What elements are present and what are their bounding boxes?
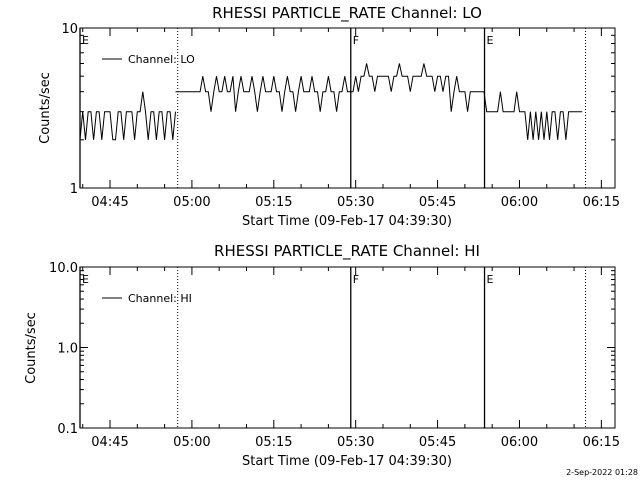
- hi-x-tick-label-2: 05:15: [255, 435, 292, 450]
- lo-legend-label: Channel: LO: [128, 53, 195, 66]
- hi-marker-label-2: F: [353, 273, 359, 286]
- hi-x-axis-label: Start Time (09-Feb-17 04:39:30): [242, 454, 452, 469]
- lo-series: [79, 63, 583, 141]
- lo-x-tick-label-1: 05:00: [173, 195, 210, 210]
- lo-x-tick-label-2: 05:15: [255, 195, 292, 210]
- hi-x-ticks: 04:45 05:00 05:15 05:30 05:45 06:00 06:15: [82, 267, 620, 450]
- hi-y-tick-label-1: 1.0: [57, 342, 78, 357]
- lo-y-tick-label-0: 1: [70, 182, 78, 197]
- hi-x-tick-label-0: 04:45: [91, 435, 128, 450]
- lo-x-tick-label-3: 05:30: [337, 195, 374, 210]
- footer-timestamp: 2-Sep-2022 01:28: [566, 468, 638, 477]
- hi-x-tick-label-4: 05:45: [419, 435, 456, 450]
- lo-y-axis-label: Counts/sec: [38, 72, 53, 144]
- lo-x-axis-label: Start Time (09-Feb-17 04:39:30): [242, 214, 452, 229]
- hi-y-tick-label-0: 0.1: [57, 422, 78, 437]
- lo-x-tick-label-6: 06:15: [583, 195, 620, 210]
- lo-channel-panel: RHESSI PARTICLE_RATE Channel: LO E F E 1 10…: [38, 4, 620, 229]
- lo-x-tick-label-5: 06:00: [501, 195, 538, 210]
- lo-y-ticks: 1 10: [61, 22, 615, 197]
- hi-y-tick-label-2: 10.0: [49, 261, 78, 276]
- hi-marker-label-3: E: [487, 273, 494, 286]
- lo-marker-label-3: E: [487, 34, 494, 47]
- lo-chart-title: RHESSI PARTICLE_RATE Channel: LO: [212, 4, 482, 23]
- lo-series-line-1: [175, 63, 484, 112]
- lo-marker-label-2: F: [353, 34, 359, 47]
- hi-chart-title: RHESSI PARTICLE_RATE Channel: HI: [214, 242, 480, 261]
- hi-marker-label-0: E: [82, 273, 89, 286]
- lo-y-tick-label-1: 10: [61, 22, 78, 37]
- lo-series-line-0: [79, 91, 176, 141]
- hi-x-tick-label-1: 05:00: [173, 435, 210, 450]
- hi-y-ticks: 0.1 1.0 10.0: [49, 261, 615, 437]
- lo-x-tick-label-4: 05:45: [419, 195, 456, 210]
- hi-y-axis-label: Counts/sec: [24, 312, 39, 384]
- hi-x-tick-label-5: 06:00: [501, 435, 538, 450]
- hi-legend-label: Channel: HI: [128, 292, 192, 305]
- lo-series-line-2: [483, 91, 583, 140]
- hi-channel-panel: RHESSI PARTICLE_RATE Channel: HI E F E 0.1…: [24, 242, 620, 469]
- lo-x-ticks: 04:45 05:00 05:15 05:30 05:45 06:00 06:15: [82, 28, 620, 210]
- hi-x-tick-label-3: 05:30: [337, 435, 374, 450]
- lo-x-tick-label-0: 04:45: [91, 195, 128, 210]
- lo-marker-label-0: E: [82, 34, 89, 47]
- hi-x-tick-label-6: 06:15: [583, 435, 620, 450]
